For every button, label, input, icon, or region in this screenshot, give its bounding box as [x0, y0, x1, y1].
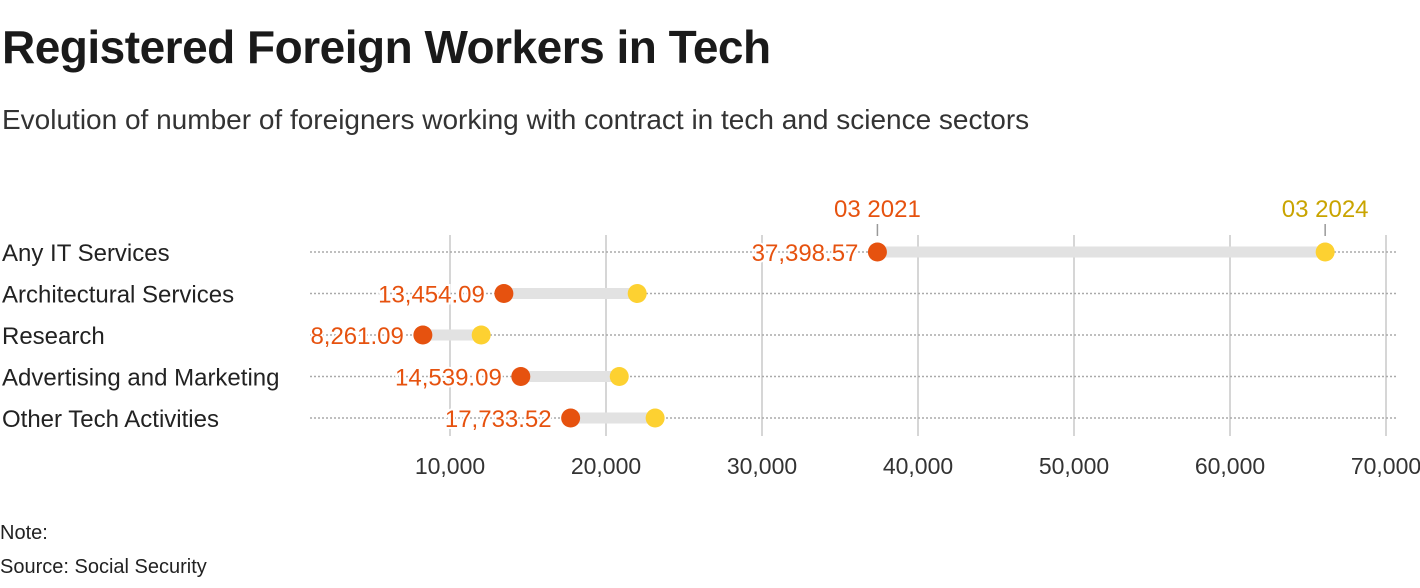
point-03-2024 [627, 284, 647, 303]
chart-subtitle: Evolution of number of foreigners workin… [2, 104, 1030, 135]
value-label: 14,539.09 [395, 365, 502, 392]
x-tick-label: 30,000 [727, 453, 797, 479]
value-label: 13,454.09 [378, 282, 485, 309]
x-tick-label: 70,000 [1351, 453, 1420, 479]
value-label: 37,398.57 [752, 240, 859, 267]
category-label: Any IT Services [2, 240, 170, 267]
point-03-2021 [561, 408, 581, 428]
source: Source: Social Security [0, 556, 207, 578]
dumbbell-chart: 10,000 20,000 30,000 40,000 50,000 60,000 70,0… [2, 196, 1420, 479]
point-03-2024 [471, 325, 491, 345]
value-label: 8,261.09 [310, 323, 403, 350]
value-label: 17,733.52 [445, 406, 552, 433]
series-label: 03 2024 [1282, 196, 1369, 223]
x-tick-label: 20,000 [571, 453, 641, 479]
category-label: Research [2, 323, 105, 350]
note: Note: [0, 522, 48, 544]
category-label: Advertising and Marketing [2, 365, 279, 392]
point-03-2021 [511, 367, 531, 386]
series-label: 03 2021 [834, 196, 921, 223]
point-03-2024 [609, 367, 629, 386]
chart-title: Registered Foreign Workers in Tech [2, 21, 771, 73]
x-tick-label: 50,000 [1039, 453, 1109, 479]
point-03-2024 [645, 408, 665, 428]
x-tick-label: 10,000 [415, 453, 485, 479]
point-03-2021 [413, 325, 433, 345]
point-03-2024 [1315, 242, 1335, 262]
category-label: Other Tech Activities [2, 406, 219, 433]
x-tick-label: 40,000 [883, 453, 953, 479]
point-03-2021 [867, 242, 887, 262]
category-label: Architectural Services [2, 282, 234, 309]
point-03-2021 [494, 284, 514, 303]
x-tick-label: 60,000 [1195, 453, 1265, 479]
